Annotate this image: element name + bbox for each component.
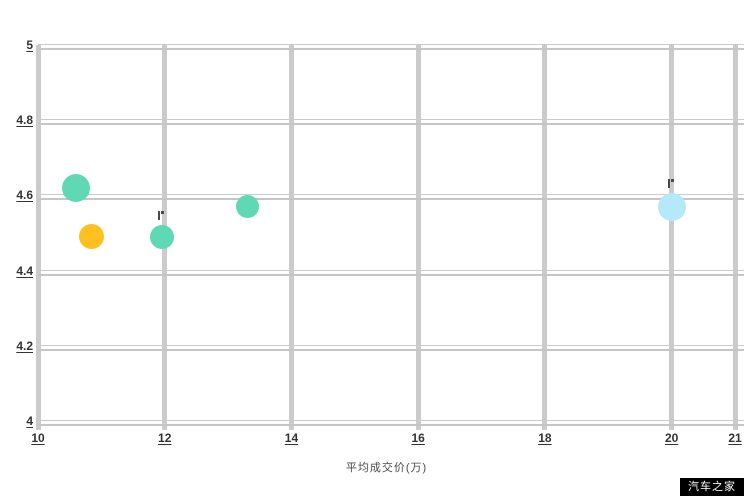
point-flag-icon — [667, 178, 674, 188]
scatter-point[interactable] — [149, 224, 174, 249]
h-gridline — [38, 44, 744, 50]
y-tick-label[interactable]: 4.8 — [16, 113, 33, 128]
v-gridline — [415, 45, 421, 430]
v-gridline — [732, 45, 738, 430]
h-gridline — [38, 420, 744, 426]
x-tick-label[interactable]: 16 — [411, 431, 425, 445]
scatter-point[interactable] — [79, 224, 105, 250]
scatter-point[interactable] — [657, 192, 686, 221]
point-flag-icon — [157, 210, 164, 220]
h-gridline — [38, 269, 744, 276]
x-tick-label[interactable]: 21 — [728, 431, 742, 445]
x-tick-label[interactable]: 12 — [158, 431, 172, 445]
x-tick-label[interactable]: 18 — [538, 431, 552, 445]
h-gridline — [38, 194, 744, 201]
y-tick-label[interactable]: 5 — [26, 38, 33, 52]
x-tick-label[interactable]: 20 — [664, 431, 679, 445]
y-tick-label[interactable]: 4 — [26, 414, 33, 428]
v-gridline — [35, 45, 41, 430]
y-tick-label[interactable]: 4.4 — [16, 263, 33, 278]
y-tick-label[interactable]: 4.2 — [16, 338, 33, 353]
scatter-point[interactable] — [62, 173, 91, 202]
autohome-watermark-logo: 汽车之家 — [680, 478, 744, 496]
x-axis-title: 平均成交价(万) — [345, 462, 428, 474]
v-gridline — [669, 45, 675, 430]
x-tick-label[interactable]: 10 — [31, 431, 45, 445]
v-gridline — [542, 45, 548, 430]
x-tick-label[interactable]: 14 — [284, 431, 299, 445]
v-gridline — [288, 45, 294, 430]
y-tick-label[interactable]: 4.6 — [16, 188, 33, 203]
h-gridline — [38, 344, 744, 351]
scatter-point[interactable] — [235, 195, 259, 219]
h-gridline — [38, 119, 744, 126]
